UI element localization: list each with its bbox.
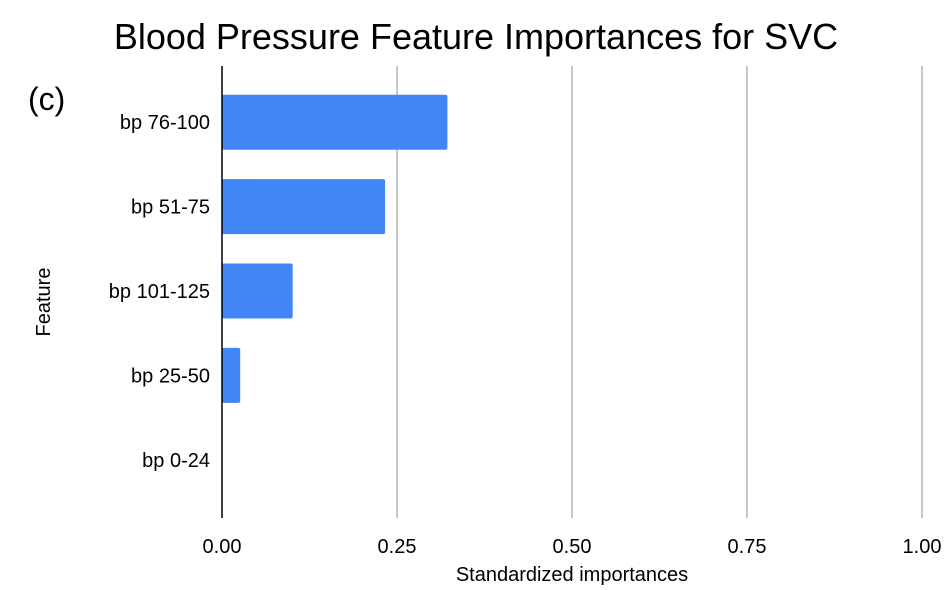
x-tick-label-4: 1.00: [903, 536, 942, 558]
grid-lines: [396, 66, 923, 518]
x-tick-label-0: 0.00: [203, 536, 242, 558]
bar-3[interactable]: [222, 347, 241, 403]
x-tick-label-1: 0.25: [378, 536, 417, 558]
bar-0[interactable]: [222, 94, 448, 150]
x-tick-labels: 0.00 0.25 0.50 0.75 1.00: [203, 536, 942, 558]
y-tick-label-0: bp 76-100: [120, 112, 210, 134]
x-tick-label-2: 0.50: [553, 536, 592, 558]
y-tick-label-2: bp 101-125: [109, 281, 210, 303]
bar-2[interactable]: [222, 263, 293, 319]
x-axis-title: Standardized importances: [456, 564, 688, 586]
y-axis-title: Feature: [33, 268, 55, 337]
y-tick-label-1: bp 51-75: [131, 197, 210, 219]
y-tick-label-4: bp 0-24: [142, 450, 210, 472]
bars: [222, 94, 448, 403]
y-tick-label-3: bp 25-50: [131, 365, 210, 387]
chart-title: Blood Pressure Feature Importances for S…: [114, 16, 838, 57]
panel-label: (c): [28, 81, 65, 117]
bar-1[interactable]: [222, 179, 386, 235]
x-tick-label-3: 0.75: [728, 536, 767, 558]
y-tick-labels: bp 76-100 bp 51-75 bp 101-125 bp 25-50 bp 0-…: [109, 112, 210, 472]
